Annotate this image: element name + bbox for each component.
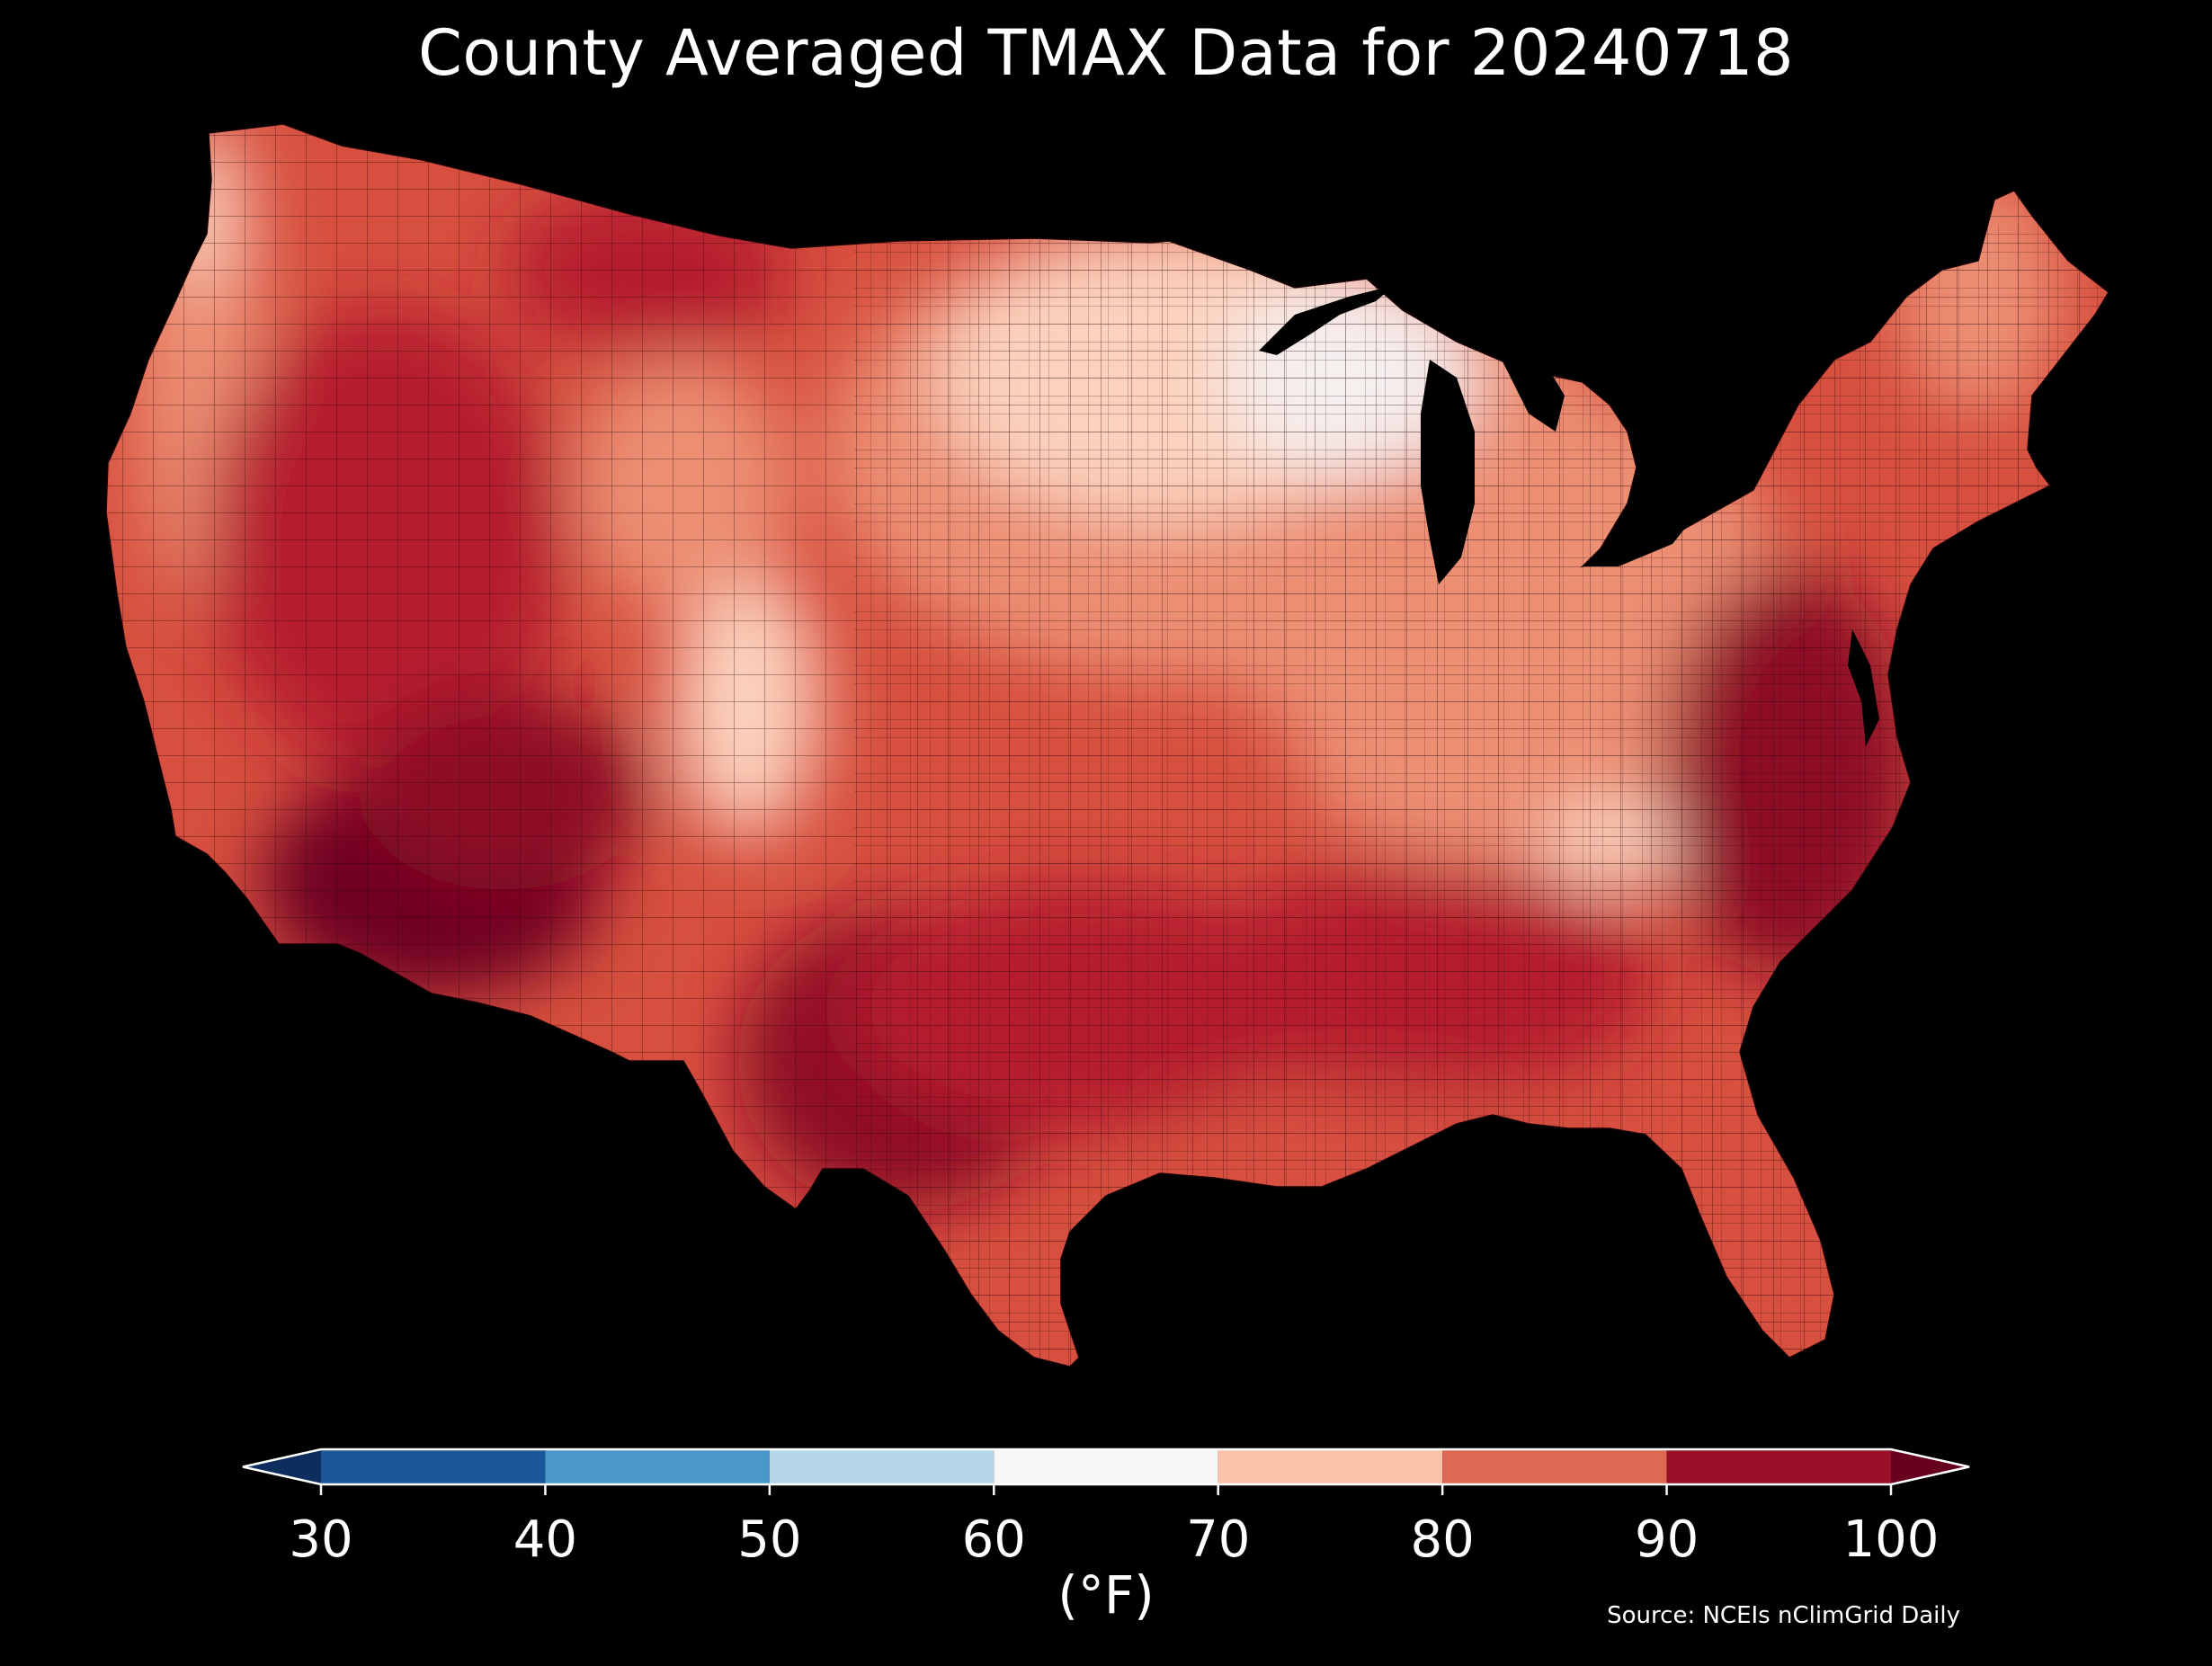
- colorbar-tick-label: 40: [513, 1510, 577, 1569]
- conus-outline: [105, 123, 2109, 1368]
- chesapeake-bay: [1848, 629, 1879, 746]
- lake-huron: [1484, 324, 1565, 432]
- colorbar-under-extension: [243, 1449, 321, 1484]
- colorbar-bin-60-70: [994, 1449, 1218, 1484]
- colorbar-tick-label: 30: [289, 1510, 352, 1569]
- lake-superior: [1259, 279, 1403, 355]
- colorbar-tick-label: 80: [1411, 1510, 1475, 1569]
- colorbar-tick-label: 70: [1186, 1510, 1250, 1569]
- lake-michigan: [1421, 360, 1475, 584]
- colorbar-units-label: (°F): [1057, 1564, 1155, 1626]
- great-lakes: [1259, 279, 1690, 584]
- colorbar-tick-label: 60: [962, 1510, 1026, 1569]
- colorbar-bin-80-90: [1442, 1449, 1667, 1484]
- source-credit: Source: NCEIs nClimGrid Daily: [1607, 1602, 1960, 1629]
- colorbar-bin-90-100: [1666, 1449, 1891, 1484]
- map-title: County Averaged TMAX Data for 20240718: [417, 16, 1795, 90]
- colorbar-tick-label: 90: [1635, 1510, 1699, 1569]
- colorbar-bin-40-50: [545, 1449, 770, 1484]
- colorbar-bin-70-80: [1217, 1449, 1443, 1484]
- lake-erie: [1583, 521, 1690, 566]
- colorbar-bin-30-40: [321, 1449, 546, 1484]
- colorbar-tick-label: 100: [1843, 1510, 1940, 1569]
- colorbar-bin-50-60: [769, 1449, 995, 1484]
- colorbar-tick-label: 50: [737, 1510, 801, 1569]
- colorbar-over-extension: [1891, 1449, 1969, 1484]
